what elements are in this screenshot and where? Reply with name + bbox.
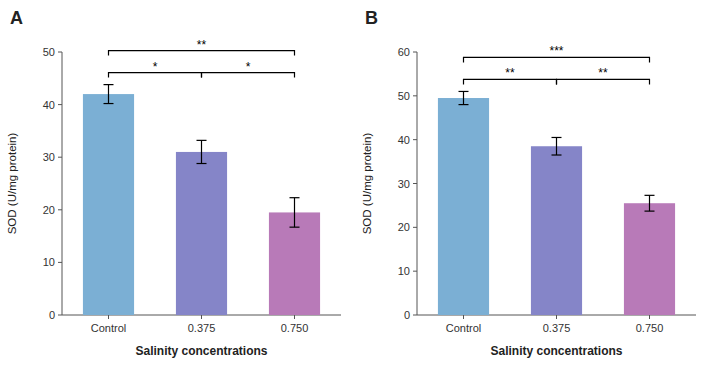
y-tick-label: 30	[43, 151, 55, 163]
y-tick-label: 20	[43, 204, 55, 216]
panel: A 0 10 20 30 40 50 Control 0.375 0.750 Salinity co…	[6, 8, 341, 358]
y-tick-label: 60	[398, 46, 410, 58]
x-axis-label: Salinity concentrations	[490, 344, 622, 358]
x-tick-label: 0.375	[543, 322, 571, 334]
y-tick	[58, 157, 62, 158]
bar	[176, 152, 227, 315]
y-tick	[413, 95, 417, 96]
significance-label: **	[598, 66, 608, 80]
y-tick-label: 30	[398, 178, 410, 190]
error-bar	[290, 198, 300, 227]
y-axis-label: SOD (U/mg protein)	[361, 133, 373, 235]
y-tick-label: 50	[398, 90, 410, 102]
y-axis	[62, 52, 63, 315]
y-tick-label: 0	[49, 309, 55, 321]
x-tick-label: Control	[91, 322, 126, 334]
y-tick	[58, 104, 62, 105]
error-bar	[552, 137, 562, 155]
y-tick-label: 20	[398, 221, 410, 233]
x-tick-label: Control	[446, 322, 481, 334]
x-tick	[463, 315, 464, 319]
y-tick-label: 10	[398, 265, 410, 277]
y-tick	[58, 209, 62, 210]
significance-label: *	[153, 60, 158, 74]
bar	[624, 203, 675, 315]
y-tick-label: 50	[43, 46, 55, 58]
bar	[83, 94, 134, 315]
x-tick	[108, 315, 109, 319]
panel-label: A	[10, 8, 23, 28]
x-tick-label: 0.750	[281, 322, 309, 334]
x-tick	[201, 315, 202, 319]
y-tick	[413, 271, 417, 272]
y-tick-label: 10	[43, 256, 55, 268]
y-tick	[58, 262, 62, 263]
error-bar	[459, 91, 469, 104]
error-bar	[104, 85, 114, 104]
significance-label: ***	[549, 44, 563, 58]
y-tick	[413, 139, 417, 140]
y-axis-label: SOD (U/mg protein)	[6, 133, 18, 235]
y-tick-label: 40	[398, 134, 410, 146]
y-tick-label: 40	[43, 99, 55, 111]
y-tick	[413, 52, 417, 53]
panel: B 0 10 20 30 40 50 60 Control 0.375 0.750 Salinity …	[361, 8, 696, 358]
x-tick	[556, 315, 557, 319]
error-bar	[645, 195, 655, 211]
y-tick	[58, 315, 62, 316]
y-tick	[58, 52, 62, 53]
x-tick	[294, 315, 295, 319]
bar	[531, 146, 582, 315]
y-tick	[413, 183, 417, 184]
y-tick	[413, 315, 417, 316]
x-tick	[649, 315, 650, 319]
significance-label: **	[505, 66, 515, 80]
x-axis-label: Salinity concentrations	[135, 344, 267, 358]
chart: A 0 10 20 30 40 50 Control 0.375 0.750 Salinity co…	[0, 0, 710, 365]
marks	[83, 85, 320, 315]
significance-label: **	[197, 38, 207, 52]
significance-label: *	[246, 60, 251, 74]
panel-label: B	[365, 8, 378, 28]
x-tick-label: 0.375	[188, 322, 216, 334]
error-bar	[197, 140, 207, 163]
y-tick	[413, 227, 417, 228]
marks	[438, 91, 675, 315]
bar	[269, 212, 320, 315]
bar	[438, 98, 489, 315]
x-tick-label: 0.750	[636, 322, 664, 334]
y-axis	[417, 52, 418, 315]
y-tick-label: 0	[404, 309, 410, 321]
